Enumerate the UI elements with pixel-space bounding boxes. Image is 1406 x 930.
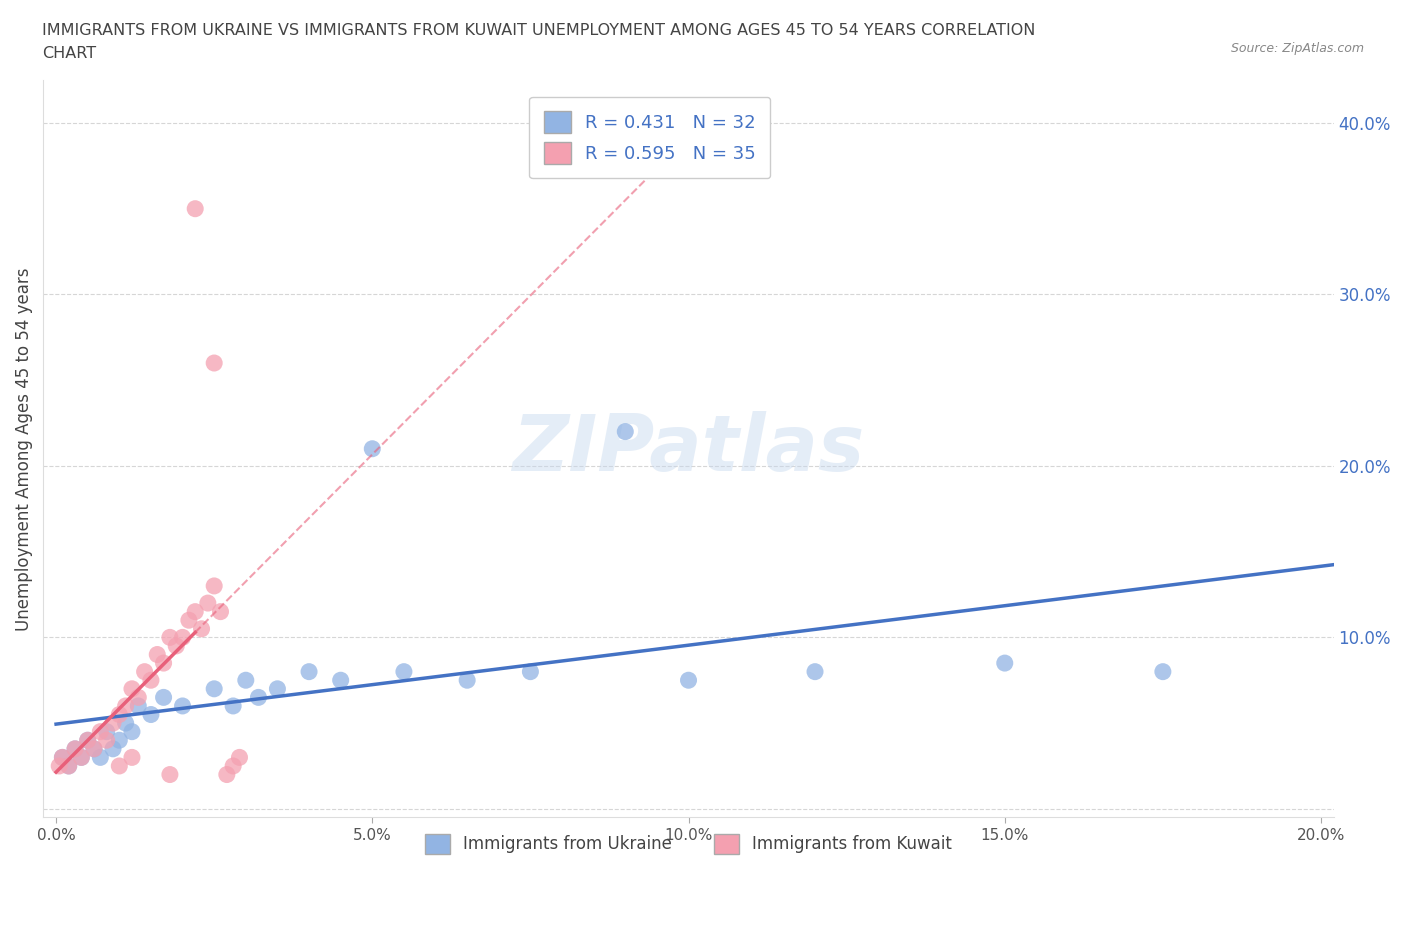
- Point: [83, 741, 105, 756]
- Point: [58, 759, 80, 774]
- Point: [172, 698, 194, 713]
- Point: [108, 759, 131, 774]
- Point: [222, 698, 245, 713]
- Point: [108, 733, 131, 748]
- Point: [48, 759, 70, 774]
- Point: [96, 724, 118, 739]
- Text: ZIPatlas: ZIPatlas: [512, 411, 865, 486]
- Point: [101, 741, 124, 756]
- Point: [202, 682, 225, 697]
- Text: CHART: CHART: [42, 46, 96, 61]
- Point: [51, 750, 73, 764]
- Point: [197, 595, 219, 610]
- Point: [127, 698, 149, 713]
- Text: IMMIGRANTS FROM UKRAINE VS IMMIGRANTS FROM KUWAIT UNEMPLOYMENT AMONG AGES 45 TO : IMMIGRANTS FROM UKRAINE VS IMMIGRANTS FR…: [42, 23, 1036, 38]
- Point: [177, 613, 200, 628]
- Point: [222, 759, 245, 774]
- Point: [152, 656, 174, 671]
- Point: [51, 750, 73, 764]
- Legend: Immigrants from Ukraine, Immigrants from Kuwait: Immigrants from Ukraine, Immigrants from…: [419, 827, 959, 860]
- Y-axis label: Unemployment Among Ages 45 to 54 years: Unemployment Among Ages 45 to 54 years: [15, 267, 32, 631]
- Point: [127, 690, 149, 705]
- Point: [202, 578, 225, 593]
- Point: [83, 741, 105, 756]
- Point: [247, 690, 270, 705]
- Point: [121, 750, 143, 764]
- Point: [190, 621, 212, 636]
- Point: [63, 741, 86, 756]
- Point: [329, 672, 352, 687]
- Point: [456, 672, 478, 687]
- Point: [184, 201, 207, 216]
- Point: [58, 759, 80, 774]
- Point: [139, 672, 162, 687]
- Point: [172, 630, 194, 644]
- Point: [108, 707, 131, 722]
- Point: [134, 664, 156, 679]
- Point: [76, 733, 98, 748]
- Point: [114, 698, 136, 713]
- Point: [519, 664, 541, 679]
- Point: [121, 724, 143, 739]
- Text: Source: ZipAtlas.com: Source: ZipAtlas.com: [1230, 42, 1364, 55]
- Point: [184, 604, 207, 619]
- Point: [209, 604, 232, 619]
- Point: [266, 682, 288, 697]
- Point: [614, 424, 637, 439]
- Point: [215, 767, 238, 782]
- Point: [146, 647, 169, 662]
- Point: [96, 733, 118, 748]
- Point: [114, 716, 136, 731]
- Point: [298, 664, 321, 679]
- Point: [89, 750, 111, 764]
- Point: [101, 716, 124, 731]
- Point: [139, 707, 162, 722]
- Point: [994, 656, 1017, 671]
- Point: [392, 664, 415, 679]
- Point: [228, 750, 250, 764]
- Point: [76, 733, 98, 748]
- Point: [804, 664, 827, 679]
- Point: [89, 724, 111, 739]
- Point: [235, 672, 257, 687]
- Point: [70, 750, 93, 764]
- Point: [63, 741, 86, 756]
- Point: [152, 690, 174, 705]
- Point: [678, 672, 700, 687]
- Point: [159, 630, 181, 644]
- Point: [70, 750, 93, 764]
- Point: [361, 442, 384, 457]
- Point: [202, 355, 225, 370]
- Point: [1152, 664, 1174, 679]
- Point: [159, 767, 181, 782]
- Point: [165, 639, 187, 654]
- Point: [121, 682, 143, 697]
